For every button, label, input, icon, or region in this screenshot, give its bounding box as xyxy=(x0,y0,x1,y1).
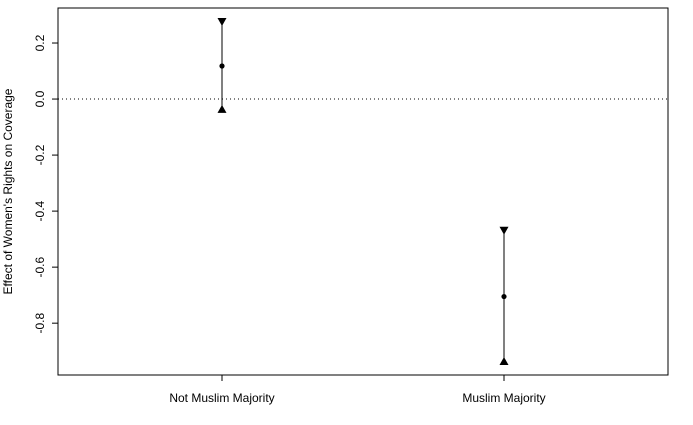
point-estimate xyxy=(501,293,507,300)
x-tick-label: Not Muslim Majority xyxy=(169,391,274,405)
lower-bound-marker xyxy=(499,356,509,365)
y-tick-label: -0.8 xyxy=(33,313,47,334)
plot-area xyxy=(57,7,669,376)
x-tick-label: Muslim Majority xyxy=(462,391,545,405)
y-tick-label: -0.6 xyxy=(33,256,47,277)
y-tick-label: 0.2 xyxy=(33,34,47,51)
y-axis-title: Effect of Women's Rights on Coverage xyxy=(1,88,15,294)
lower-bound-marker xyxy=(217,104,227,113)
plot-frame xyxy=(57,7,669,376)
upper-bound-marker xyxy=(499,226,509,235)
y-tick-label: -0.4 xyxy=(33,200,47,221)
upper-bound-marker xyxy=(217,18,227,27)
y-tick-label: 0.0 xyxy=(33,90,47,107)
y-tick-label: -0.2 xyxy=(33,144,47,165)
x-axis: Not Muslim Majority Muslim Majority xyxy=(169,375,546,405)
point-estimate xyxy=(219,63,225,69)
y-axis: 0.2 0.0 -0.2 -0.4 -0.6 -0.8 xyxy=(33,34,58,334)
